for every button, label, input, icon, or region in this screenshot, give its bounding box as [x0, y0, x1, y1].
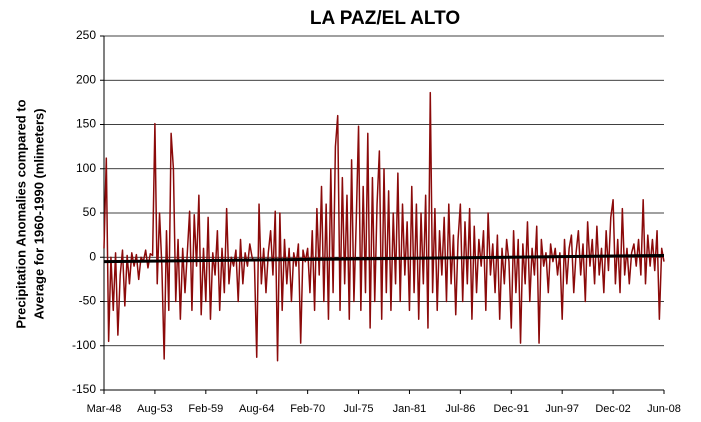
chart-title: LA PAZ/EL ALTO: [310, 8, 460, 29]
x-tick-label: Dec-02: [595, 403, 630, 415]
y-tick-label: 0: [89, 249, 96, 263]
y-tick-label: -100: [72, 338, 96, 352]
trend-line: [103, 253, 665, 264]
y-tick-label: 200: [76, 72, 96, 86]
x-tick-label: Jul-75: [344, 403, 374, 415]
x-tick-label: Jun-08: [647, 403, 681, 415]
x-tick-label: Jul-86: [445, 403, 475, 415]
x-tick-label: Mar-48: [87, 403, 122, 415]
y-axis-label-line: Precipitation Anomalies compared to: [13, 99, 28, 328]
y-axis-label: Precipitation Anomalies compared to Aver…: [13, 99, 46, 328]
y-tick-label: 250: [76, 28, 96, 42]
y-tick-label: 150: [76, 117, 96, 131]
y-tick-label: 50: [83, 205, 97, 219]
data-line: [103, 91, 665, 362]
y-tick-label: -50: [79, 294, 97, 308]
x-tick-label: Jun-97: [545, 403, 579, 415]
x-tick-label: Aug-64: [239, 403, 274, 415]
y-tick-label: -150: [72, 382, 96, 396]
x-tick-label: Dec-91: [494, 403, 529, 415]
x-tick-label: Jan-81: [393, 403, 427, 415]
x-tick-label: Feb-59: [188, 403, 223, 415]
y-axis-label-line: Average for 1960-1990 (mlimeters): [31, 108, 46, 319]
x-tick-label: Feb-70: [290, 403, 325, 415]
x-tick-label: Aug-53: [137, 403, 172, 415]
y-tick-label: 100: [76, 161, 96, 175]
